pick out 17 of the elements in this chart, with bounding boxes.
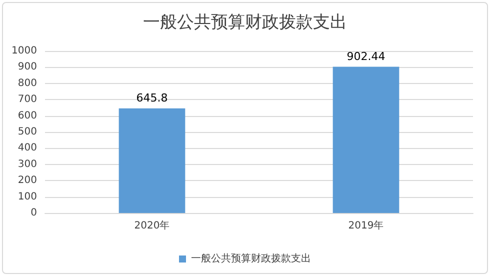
y-tick-label: 200 [18, 175, 37, 186]
y-tick-label: 100 [18, 191, 37, 202]
chart-title: 一般公共预算财政拨款支出 [143, 12, 347, 32]
y-tick-label: 300 [18, 158, 37, 170]
x-tick-label: 2019年 [348, 220, 384, 232]
data-label: 645.8 [136, 91, 168, 104]
legend-label: 一般公共预算财政拨款支出 [191, 252, 311, 264]
y-tick-label: 600 [18, 110, 37, 122]
y-tick-label: 400 [18, 142, 37, 154]
y-tick-label: 800 [18, 78, 37, 89]
x-tick-label: 2020年 [134, 220, 170, 232]
data-label: 902.44 [346, 50, 386, 63]
y-tick-label: 900 [18, 62, 37, 73]
y-tick-label: 700 [18, 94, 37, 106]
y-tick-label: 0 [30, 208, 37, 218]
y-tick-label: 500 [18, 126, 37, 138]
y-tick-label: 1000 [12, 46, 37, 56]
